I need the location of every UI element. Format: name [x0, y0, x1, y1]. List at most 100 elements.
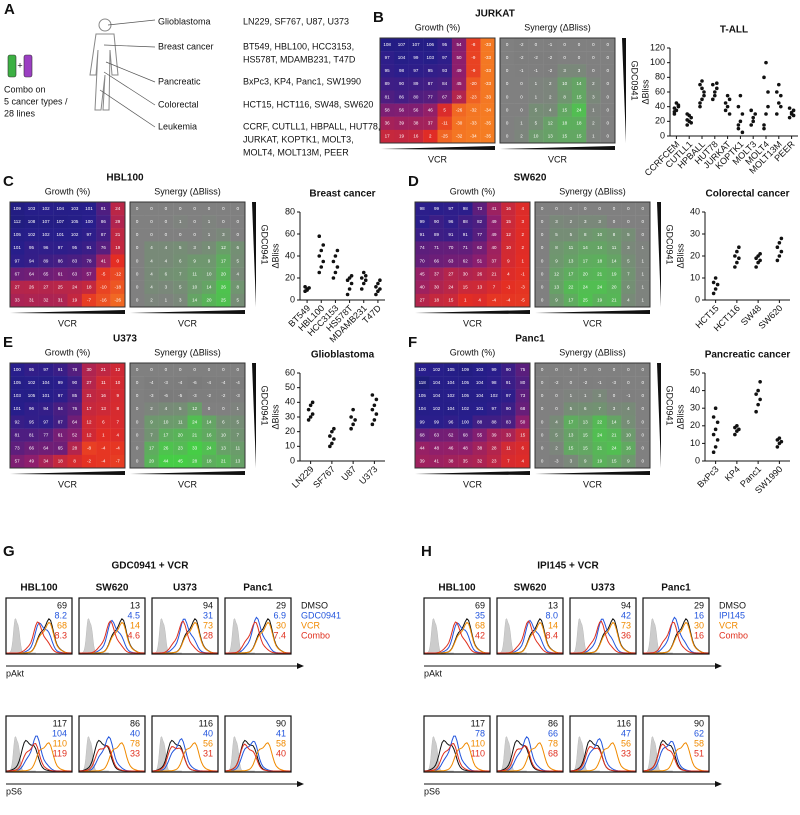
heatmap-cell [458, 215, 473, 229]
dot [766, 90, 770, 94]
cell-value: 28 [192, 459, 198, 464]
cell-value: 91 [420, 232, 426, 237]
histogram [570, 620, 636, 654]
y-tick-label: 30 [690, 228, 700, 238]
cell-value: 100 [462, 419, 470, 424]
heatmap-cell [586, 77, 601, 91]
heatmap-cell [549, 280, 564, 295]
heatmap-cell [187, 241, 203, 255]
heatmap-cell [563, 454, 579, 469]
mfi-value: 69 [475, 600, 485, 610]
cell-value: 10 [626, 432, 632, 437]
histogram-frame [569, 715, 637, 773]
heatmap-cell [130, 454, 145, 469]
heatmap-cell [543, 64, 558, 78]
heatmap-cell [394, 129, 409, 144]
cell-value: 90 [434, 219, 440, 224]
histogram [225, 621, 291, 654]
y-tick-label: 40 [285, 397, 295, 407]
cell-value: 0 [642, 446, 645, 451]
cell-value: -35 [485, 121, 492, 126]
cell-value: 0 [541, 393, 544, 398]
cell-value: 118 [419, 380, 427, 385]
x-axis-label: VCR [583, 318, 603, 328]
isotype-peak [497, 618, 527, 654]
heatmap-cell [130, 402, 145, 416]
cell-value: 24 [577, 107, 583, 112]
cell-value: 68 [463, 432, 469, 437]
cell-value: 3 [613, 406, 616, 411]
marker-label: pS6 [424, 786, 440, 796]
heatmap-cell [81, 441, 97, 456]
heatmap-cell [592, 280, 608, 295]
cell-value: 1 [208, 219, 211, 224]
y-tick-label: 50 [285, 382, 295, 392]
dot [711, 280, 716, 285]
cell-value: 0 [598, 206, 601, 211]
cell-value: 10 [192, 285, 198, 290]
cell-value: 13 [554, 285, 560, 290]
cell-value: 6 [179, 258, 182, 263]
cell-value: 3 [563, 68, 566, 73]
cell-value: -3 [521, 285, 525, 290]
dot [762, 126, 766, 131]
mfi-value: 30 [694, 620, 704, 630]
cell-value: 108 [383, 42, 391, 47]
cell-value: 5 [535, 107, 538, 112]
heatmap-cell [429, 402, 444, 416]
mfi-value: 66 [548, 728, 558, 738]
heatmap-cell [81, 454, 97, 469]
heatmap-cell [563, 415, 579, 429]
cell-value: 40 [420, 285, 426, 290]
heatmap-cell [24, 454, 39, 469]
dot [332, 426, 336, 431]
heatmap-cell [53, 454, 68, 469]
cell-value: 7 [507, 459, 510, 464]
heatmap-cell [486, 389, 502, 403]
dot [310, 400, 315, 405]
cell-value: 8 [563, 94, 566, 99]
dot [374, 292, 378, 297]
heatmap-cell [543, 103, 558, 117]
heatmap-cell [429, 202, 444, 216]
legend-entry: DMSO [301, 600, 328, 610]
cell-value: -2 [583, 380, 587, 385]
heatmap-cell [500, 51, 515, 65]
heatmap-cell [443, 215, 459, 229]
cell-value: 13 [568, 258, 574, 263]
cell-value: 26 [477, 271, 483, 276]
mfi-value: 90 [694, 718, 704, 728]
cell-value: 66 [29, 446, 35, 451]
heatmap-cell [466, 38, 481, 52]
cell-value: 48 [434, 446, 440, 451]
heatmap-cell [110, 254, 126, 268]
cell-value: 0 [222, 406, 225, 411]
heatmap-cell [543, 51, 558, 65]
heatmap-cell [144, 293, 159, 308]
heatmap-cell [528, 77, 544, 91]
heatmap-cell [543, 90, 558, 104]
cell-value: 0 [592, 68, 595, 73]
isotype-peak [570, 618, 600, 654]
cell-value: 11 [506, 446, 511, 451]
cell-value: 0 [541, 446, 544, 451]
cell-lines: JURKAT, KOPTK1, MOLT3, [243, 134, 354, 144]
cell-value: 27 [87, 380, 93, 385]
heatmap-cell [571, 38, 587, 52]
cell-value: 0 [642, 232, 645, 237]
heatmap-cell [501, 454, 516, 469]
dot [715, 282, 720, 287]
x-tick-label: U87 [339, 464, 358, 483]
dot [713, 90, 717, 94]
cell-value: 21 [115, 232, 121, 237]
heatmap-cell [201, 376, 217, 390]
heatmap-cell [515, 428, 531, 442]
cell-value: 1 [464, 298, 467, 303]
heatmap-cell [158, 267, 174, 281]
heatmap-cell [451, 116, 467, 131]
cell-value: 101 [57, 232, 65, 237]
dot [689, 121, 693, 125]
vcr-wedge [130, 471, 245, 475]
cell-value: 22 [597, 419, 603, 424]
cell-value: 68 [520, 406, 526, 411]
